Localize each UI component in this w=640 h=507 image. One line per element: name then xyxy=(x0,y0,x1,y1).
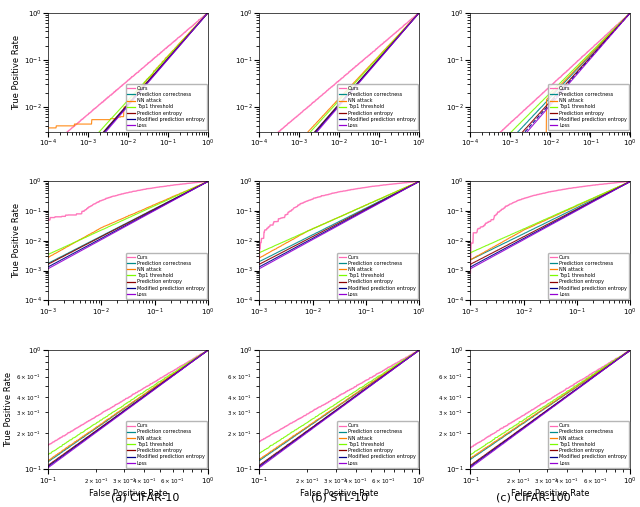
Text: (b) STL-10: (b) STL-10 xyxy=(310,493,368,503)
Legend: Ours, Prediction correctness, NN attack, Top1 threshold, Prediction entropy, Mod: Ours, Prediction correctness, NN attack,… xyxy=(125,84,207,130)
Legend: Ours, Prediction correctness, NN attack, Top1 threshold, Prediction entropy, Mod: Ours, Prediction correctness, NN attack,… xyxy=(125,252,207,299)
Legend: Ours, Prediction correctness, NN attack, Top1 threshold, Prediction entropy, Mod: Ours, Prediction correctness, NN attack,… xyxy=(548,84,629,130)
X-axis label: False Positive Rate: False Positive Rate xyxy=(300,489,378,498)
Legend: Ours, Prediction correctness, NN attack, Top1 threshold, Prediction entropy, Mod: Ours, Prediction correctness, NN attack,… xyxy=(337,84,418,130)
Y-axis label: True Positive Rate: True Positive Rate xyxy=(12,34,21,110)
Legend: Ours, Prediction correctness, NN attack, Top1 threshold, Prediction entropy, Mod: Ours, Prediction correctness, NN attack,… xyxy=(337,252,418,299)
X-axis label: False Positive Rate: False Positive Rate xyxy=(511,489,589,498)
Text: (c) CIFAR-100: (c) CIFAR-100 xyxy=(496,493,571,503)
Y-axis label: True Positive Rate: True Positive Rate xyxy=(12,203,21,278)
Legend: Ours, Prediction correctness, NN attack, Top1 threshold, Prediction entropy, Mod: Ours, Prediction correctness, NN attack,… xyxy=(548,252,629,299)
X-axis label: False Positive Rate: False Positive Rate xyxy=(89,489,167,498)
Text: (a) CIFAR-10: (a) CIFAR-10 xyxy=(111,493,179,503)
Legend: Ours, Prediction correctness, NN attack, Top1 threshold, Prediction entropy, Mod: Ours, Prediction correctness, NN attack,… xyxy=(337,421,418,467)
Legend: Ours, Prediction correctness, NN attack, Top1 threshold, Prediction entropy, Mod: Ours, Prediction correctness, NN attack,… xyxy=(548,421,629,467)
Legend: Ours, Prediction correctness, NN attack, Top1 threshold, Prediction entropy, Mod: Ours, Prediction correctness, NN attack,… xyxy=(125,421,207,467)
Y-axis label: True Positive Rate: True Positive Rate xyxy=(4,372,13,447)
